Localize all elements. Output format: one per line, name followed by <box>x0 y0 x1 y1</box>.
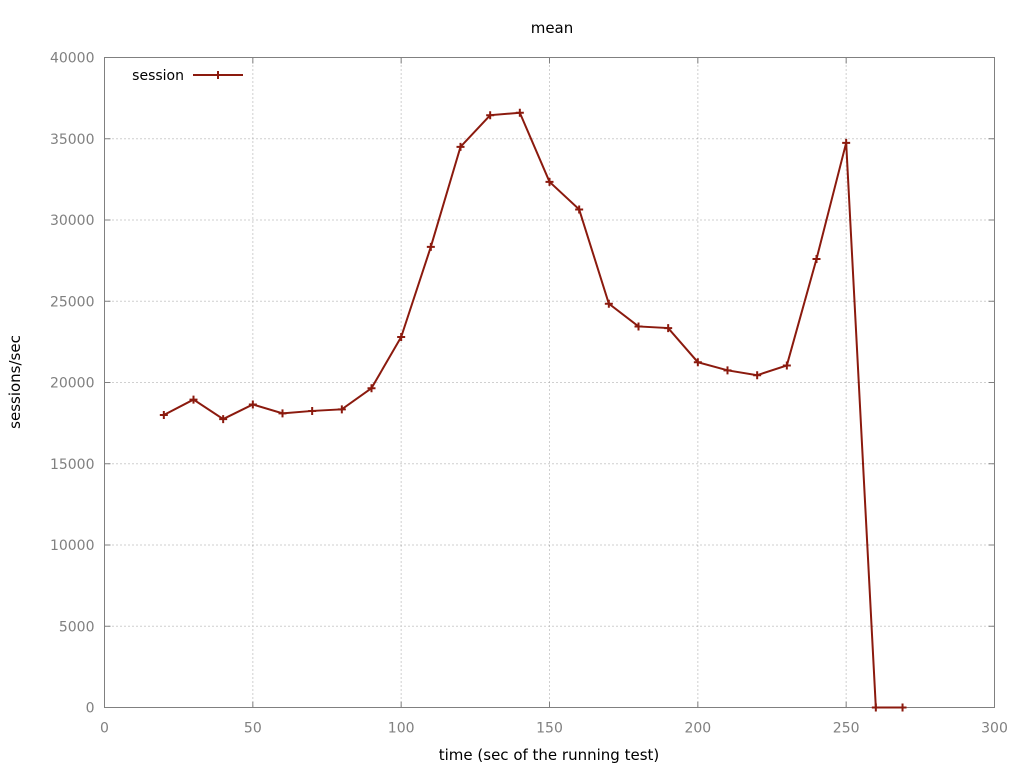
y-tick-label: 5000 <box>59 619 95 635</box>
data-point <box>842 138 851 147</box>
y-tick-label: 25000 <box>50 294 95 310</box>
x-tick-label: 250 <box>833 721 860 737</box>
data-point <box>723 366 732 375</box>
y-axis-label: sessions/sec <box>6 335 24 429</box>
data-point <box>337 405 346 414</box>
x-axis-label: time (sec of the running test) <box>439 746 660 764</box>
data-point <box>159 411 168 419</box>
grid-lines <box>104 57 995 708</box>
data-point <box>604 299 613 308</box>
data-point <box>545 177 554 186</box>
data-point <box>189 395 198 404</box>
data-point <box>575 205 584 214</box>
y-axis-ticks: 0 5000 10000 15000 20000 25000 30000 35000 40000 <box>50 51 995 717</box>
x-tick-label: 50 <box>244 721 262 737</box>
x-tick-label: 100 <box>388 721 415 737</box>
data-point <box>367 384 376 393</box>
x-tick-label: 300 <box>981 721 1008 737</box>
data-point <box>308 406 317 415</box>
y-tick-label: 10000 <box>50 538 95 554</box>
y-tick-label: 20000 <box>50 376 95 392</box>
data-point <box>782 361 791 370</box>
series-session <box>159 108 907 712</box>
y-tick-label: 40000 <box>50 51 95 67</box>
data-point <box>426 242 435 251</box>
legend-label-session: session <box>132 68 184 84</box>
y-tick-label: 30000 <box>50 213 95 229</box>
chart-title: mean <box>531 19 574 37</box>
data-point <box>219 415 228 424</box>
data-point <box>753 371 762 380</box>
data-point <box>486 111 495 120</box>
legend: session <box>132 68 243 84</box>
data-point <box>664 324 673 333</box>
data-point <box>515 108 524 117</box>
data-point <box>634 322 643 331</box>
data-point <box>898 703 907 712</box>
data-point <box>248 400 257 409</box>
x-tick-label: 0 <box>100 721 109 737</box>
data-point <box>456 142 465 151</box>
x-tick-label: 200 <box>684 721 711 737</box>
x-axis-ticks: 0 50 100 150 200 250 300 <box>100 57 1008 737</box>
data-point <box>693 358 702 367</box>
data-point <box>812 255 821 263</box>
data-point <box>278 409 287 418</box>
y-tick-label: 0 <box>86 701 95 717</box>
legend-marker-session <box>214 71 222 79</box>
y-tick-label: 15000 <box>50 457 95 473</box>
series-line-session <box>163 111 903 709</box>
data-point <box>397 333 406 341</box>
y-tick-label: 35000 <box>50 132 95 148</box>
data-point <box>871 703 880 712</box>
x-tick-label: 150 <box>536 721 563 737</box>
